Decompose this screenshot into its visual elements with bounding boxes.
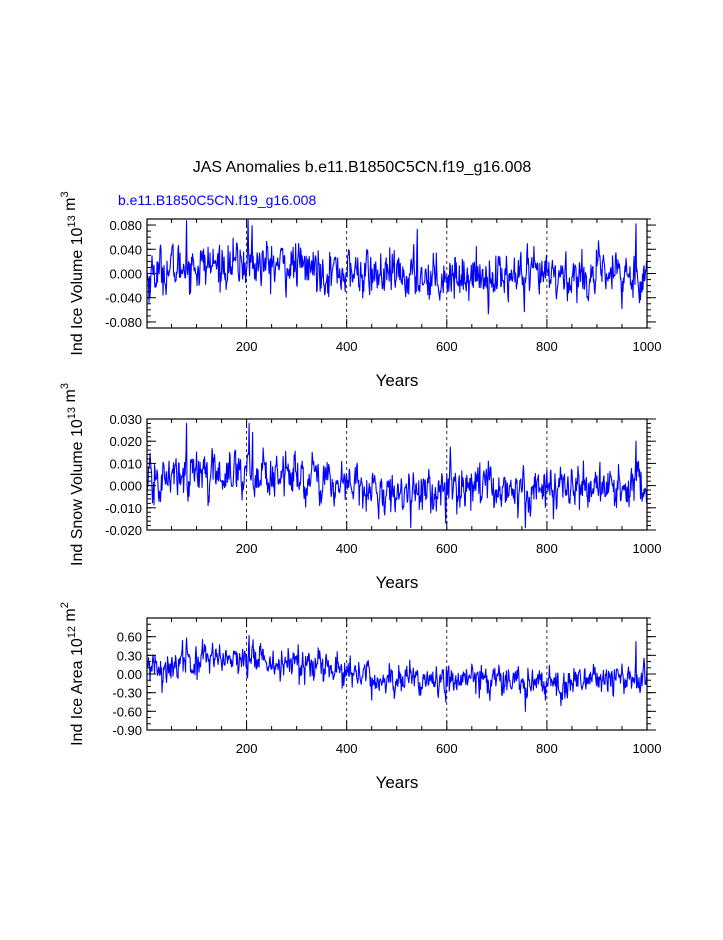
x-tick-label: 400 <box>336 741 358 756</box>
y-tick-label: 0.030 <box>109 412 142 427</box>
series-line <box>146 219 648 315</box>
x-tick-label: 1000 <box>633 541 662 556</box>
x-tick-label: 600 <box>436 541 458 556</box>
y-tick-label: -0.60 <box>112 704 142 719</box>
x-tick-label: 200 <box>236 541 258 556</box>
y-axis-label: Ind Ice Area 1012 m2 <box>59 602 86 746</box>
y-tick-label: 0.040 <box>109 242 142 257</box>
series-line <box>146 422 648 529</box>
panels: 200 400 600 800 1000 0.080 0.040 0.000 -0.040 -0.… <box>59 191 661 792</box>
x-tick-label: 200 <box>236 741 258 756</box>
y-tick-label: 0.30 <box>117 648 142 663</box>
y-tick-label: -0.020 <box>105 523 142 538</box>
y-axis-label: Ind Snow Volume 1013 m3 <box>59 383 86 566</box>
x-axis-label: Years <box>376 773 419 792</box>
y-tick-label: -0.080 <box>105 315 142 330</box>
y-tick-label: 0.000 <box>109 267 142 282</box>
y-tick-label: -0.040 <box>105 291 142 306</box>
series-line <box>146 634 648 712</box>
y-tick-label: 0.00 <box>117 667 142 682</box>
x-tick-label: 600 <box>436 741 458 756</box>
x-tick-label: 1000 <box>633 339 662 354</box>
chart-panel-2: 200 400 600 800 1000 0.030 0.020 0.010 0.000 -0.0… <box>59 383 661 592</box>
x-tick-label: 800 <box>536 741 558 756</box>
x-tick-label: 400 <box>336 339 358 354</box>
chart-panel-1: 200 400 600 800 1000 0.080 0.040 0.000 -0.040 -0.… <box>59 191 661 390</box>
x-tick-label: 200 <box>236 339 258 354</box>
y-tick-label: 0.000 <box>109 479 142 494</box>
y-tick-label: -0.30 <box>112 686 142 701</box>
x-tick-label: 400 <box>336 541 358 556</box>
y-axis-label: Ind Ice Volume 1013 m3 <box>59 191 86 355</box>
case-label: b.e11.B1850C5CN.f19_g16.008 <box>118 192 316 208</box>
plot-frame <box>146 617 648 731</box>
x-tick-label: 800 <box>536 339 558 354</box>
y-tick-label: -0.010 <box>105 501 142 516</box>
y-tick-label: 0.020 <box>109 434 142 449</box>
x-tick-label: 1000 <box>633 741 662 756</box>
plot-frame <box>146 218 648 329</box>
chart-panel-3: 200 400 600 800 1000 0.60 0.30 0.00 -0.30 -0.60 -0… <box>59 602 661 792</box>
x-axis-label: Years <box>376 371 419 390</box>
x-tick-label: 800 <box>536 541 558 556</box>
x-axis-label: Years <box>376 573 419 592</box>
y-tick-label: 0.60 <box>117 630 142 645</box>
y-tick-label: 0.080 <box>109 218 142 233</box>
x-tick-label: 600 <box>436 339 458 354</box>
y-tick-label: -0.90 <box>112 723 142 738</box>
y-tick-label: 0.010 <box>109 456 142 471</box>
figure-title: JAS Anomalies b.e11.B1850C5CN.f19_g16.00… <box>193 159 532 176</box>
